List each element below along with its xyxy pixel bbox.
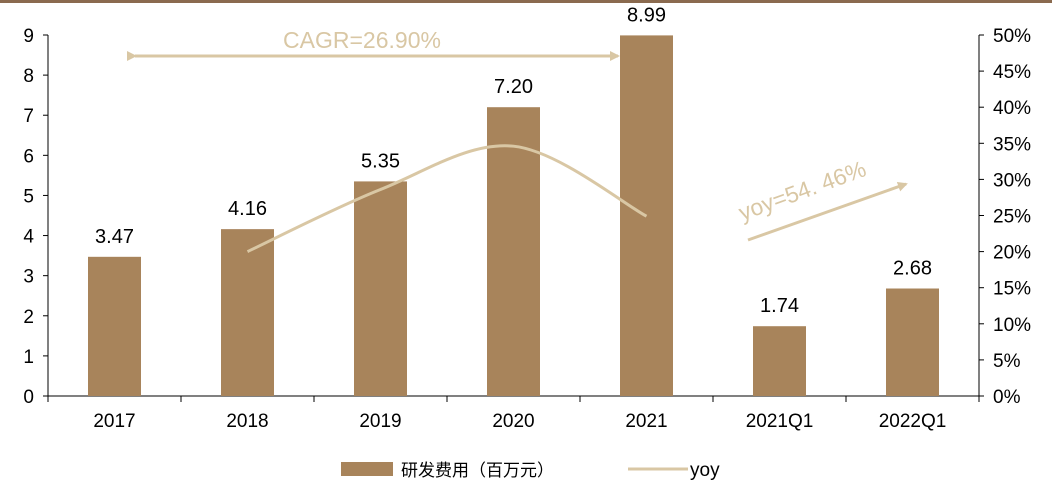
y-right-tick-label: 50% [993, 26, 1031, 47]
bar-value-label: 2.68 [893, 258, 932, 280]
bar-value-label: 4.16 [228, 198, 267, 220]
y-left-tick-label: 0 [23, 387, 34, 408]
bar-value-label: 7.20 [494, 76, 533, 98]
x-tick-label: 2022Q1 [879, 411, 947, 432]
x-tick-label: 2017 [93, 411, 135, 432]
y-left-tick-label: 5 [23, 186, 34, 207]
x-tick-label: 2021 [625, 411, 667, 432]
y-left-tick-label: 4 [23, 227, 34, 248]
legend-label-bar: 研发费用（百万元） [401, 461, 554, 481]
x-tick-label: 2021Q1 [746, 411, 814, 432]
y-left-tick-label: 9 [23, 26, 34, 47]
legend: 研发费用（百万元） yoy [341, 460, 720, 481]
legend-label-line: yoy [690, 460, 720, 481]
bar-value-label: 3.47 [95, 226, 134, 248]
cagr-annotation: CAGR=26.90% [127, 27, 620, 61]
y-right-tick-label: 35% [993, 134, 1031, 155]
y-left-tick-label: 7 [23, 106, 34, 127]
bar [487, 107, 540, 396]
y-right-tick-label: 25% [993, 207, 1031, 228]
bar [88, 256, 141, 396]
y-right-tick-label: 45% [993, 62, 1031, 83]
y-right-tick-label: 5% [993, 351, 1021, 372]
yoy-arrow [747, 181, 908, 242]
y-left-tick-label: 6 [23, 146, 34, 167]
y-left-tick-label: 3 [23, 267, 34, 288]
bar [886, 288, 939, 396]
y-right-tick-label: 15% [993, 279, 1031, 300]
x-tick-label: 2019 [359, 411, 401, 432]
x-tick-label: 2020 [492, 411, 534, 432]
top-rule [0, 0, 1052, 3]
axes: 0 1 2 3 4 5 6 7 8 9 0% 5% 10% 15% 20% 25% 30% 35% 40% 45% 50… [23, 26, 1031, 432]
cagr-label: CAGR=26.90% [283, 27, 441, 53]
y-left-tick-label: 1 [23, 347, 34, 368]
y-left-tick-label: 2 [23, 307, 34, 328]
y-right-tick-label: 0% [993, 387, 1021, 408]
yoy-line-group [246, 144, 648, 253]
bar [354, 181, 407, 396]
yoy-line [246, 144, 648, 253]
bars: 3.47 4.16 5.35 7.20 8.99 1.74 2.68 [88, 4, 939, 396]
y-right-tick-label: 20% [993, 243, 1031, 264]
bar [221, 229, 274, 396]
bar-value-label: 8.99 [627, 4, 666, 26]
x-tick-label: 2018 [226, 411, 268, 432]
bar-value-label: 5.35 [361, 150, 400, 172]
y-left-tick-label: 8 [23, 66, 34, 87]
bar-value-label: 1.74 [760, 295, 799, 317]
y-right-tick-label: 40% [993, 98, 1031, 119]
y-right-tick-label: 30% [993, 170, 1031, 191]
bar [753, 326, 806, 396]
legend-swatch-bar [341, 462, 393, 476]
yoy-annotation-label: yoy=54. 46% [735, 155, 869, 225]
y-right-tick-label: 10% [993, 315, 1031, 336]
yoy-annotation: yoy=54. 46% [735, 155, 908, 242]
